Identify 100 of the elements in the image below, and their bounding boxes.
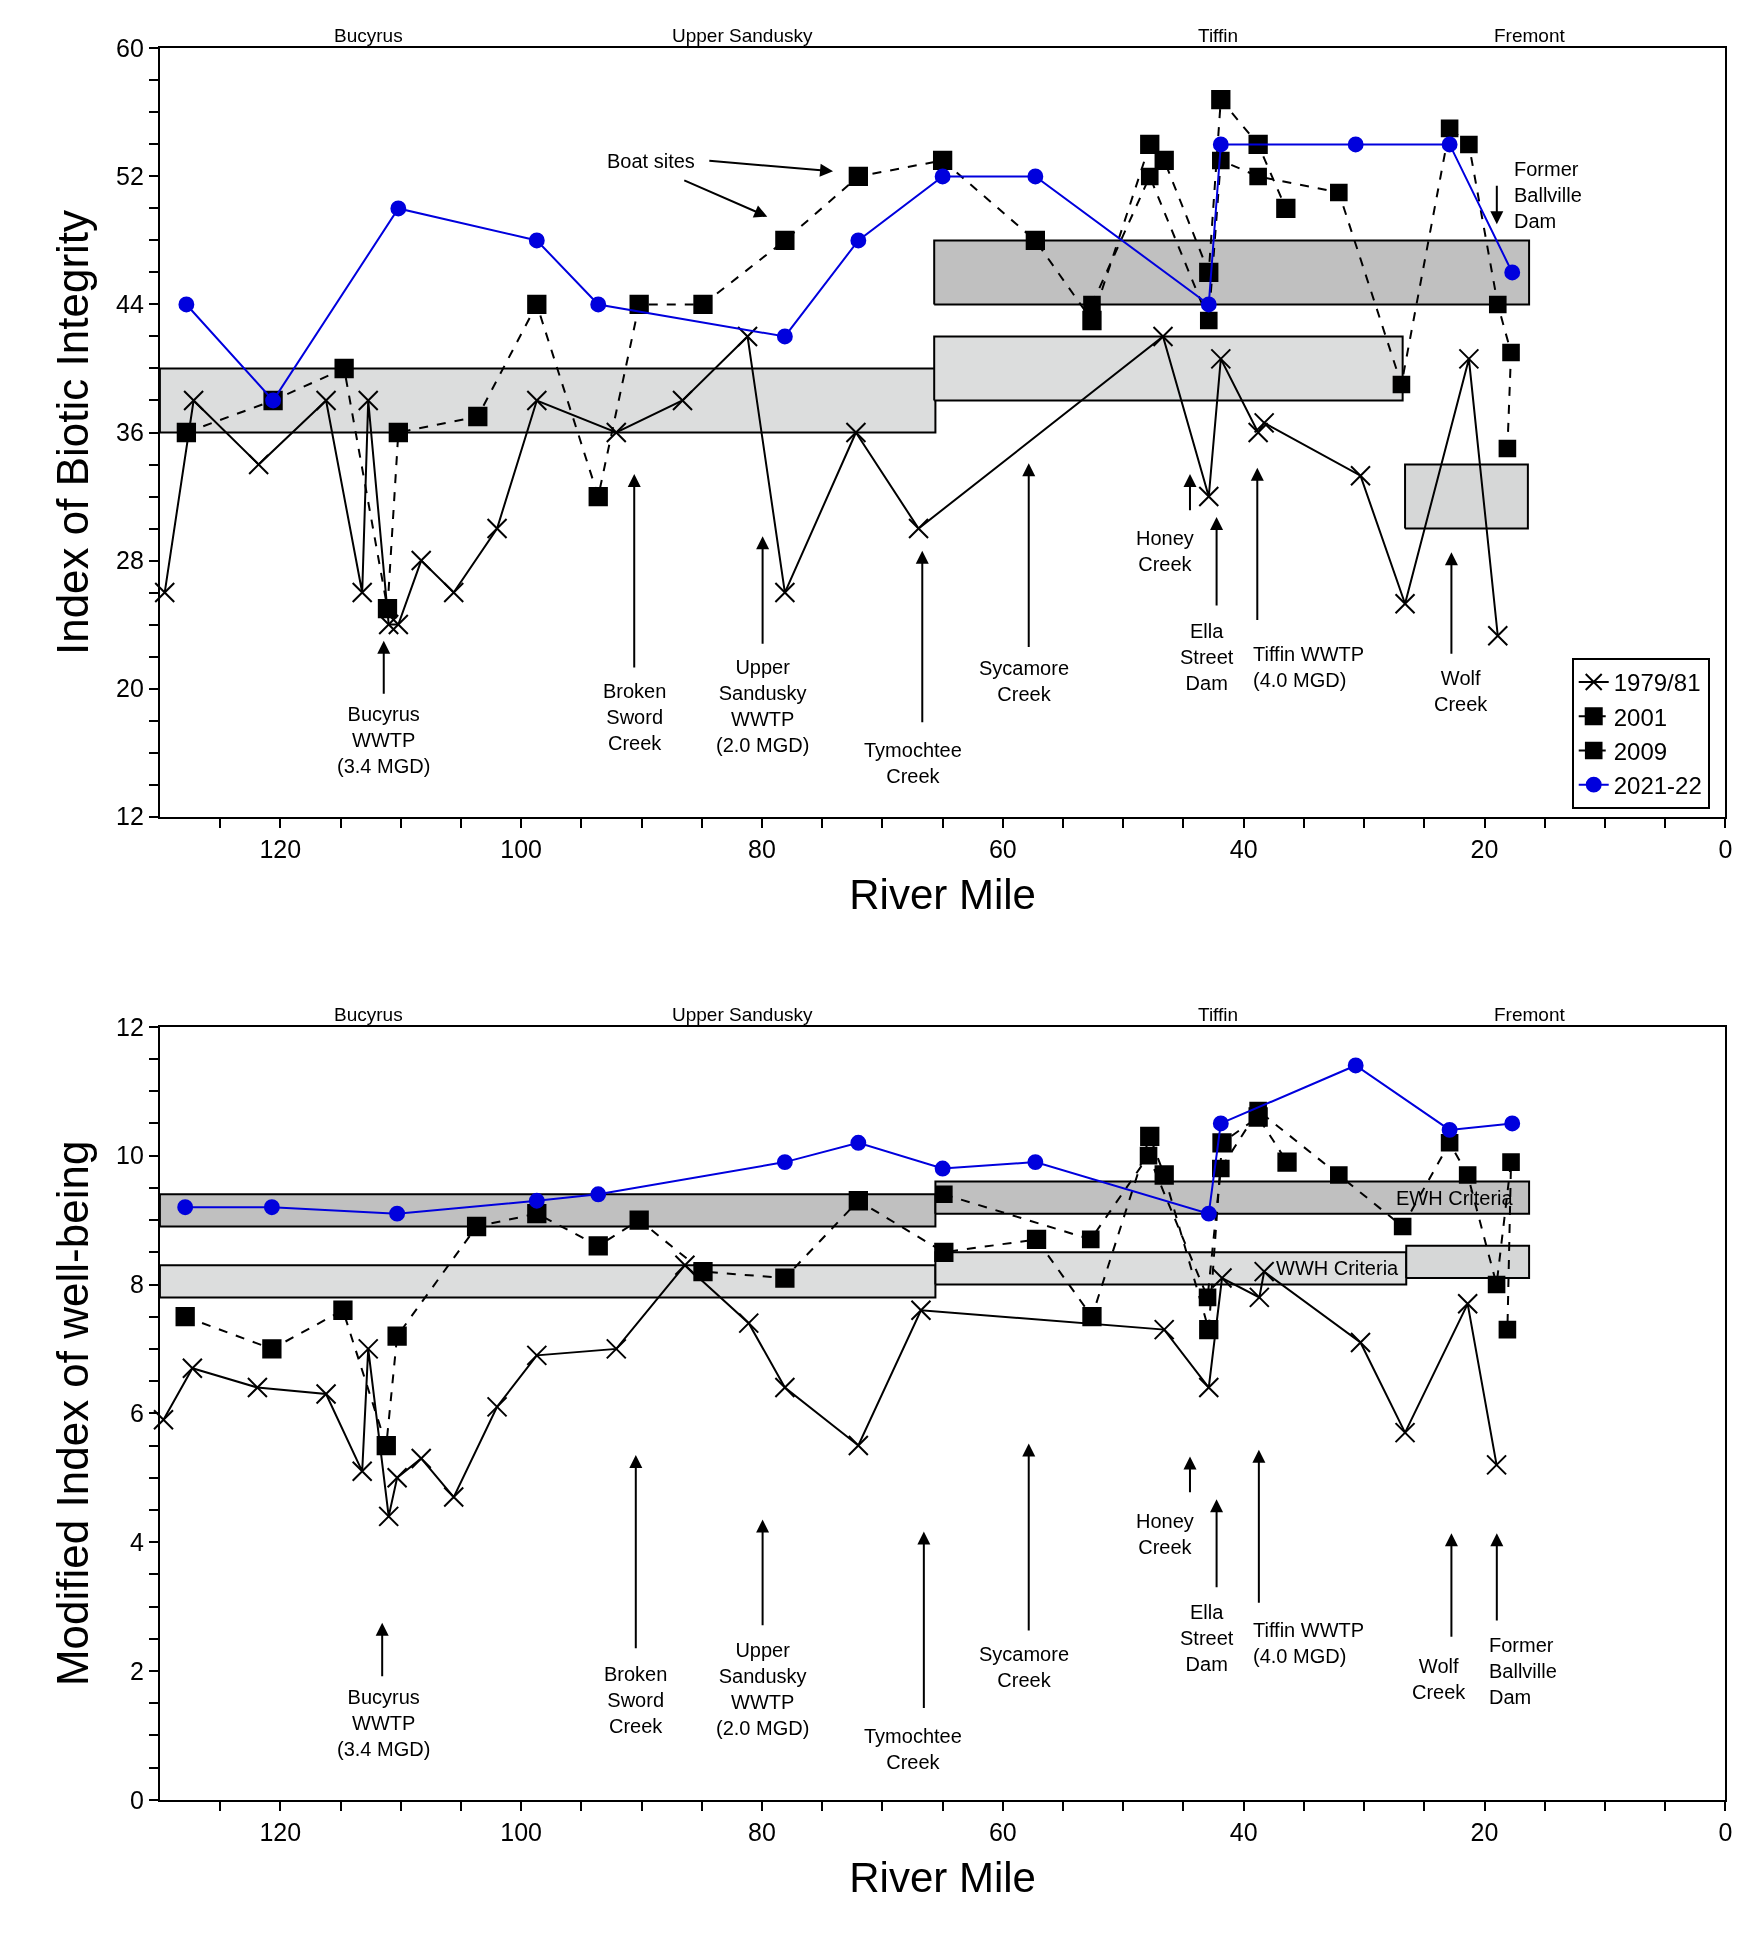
point [1253,412,1275,434]
y-tick-label: 6 [129,1399,144,1428]
point [847,1435,869,1457]
x-tick-label: 20 [1470,1817,1499,1846]
point [175,1307,195,1327]
point [935,1185,953,1204]
point [315,390,337,411]
y-tick-label: 44 [116,290,144,319]
point [1027,168,1044,185]
point [1347,1057,1364,1074]
y-tick-label: 60 [116,34,144,63]
point [848,1191,868,1211]
x-tick-label: 60 [988,1817,1017,1846]
point [738,1312,760,1334]
point [1140,134,1160,155]
point [486,518,508,540]
annotation: Ella Street Dam [1180,1601,1234,1675]
point [1152,325,1174,347]
point [387,614,409,636]
y-axis-title: Index of Biotic Integrity [47,209,97,656]
text: Upper Sandusky [672,25,813,46]
point [1199,1319,1219,1340]
point [1457,1293,1479,1315]
y-tick-label: 0 [129,1785,144,1814]
y-tick-label: 20 [116,674,144,703]
point [1154,1165,1174,1185]
point [1253,1261,1275,1283]
y-tick-label: 12 [116,1012,144,1041]
point [776,1154,793,1171]
point [1026,1229,1047,1250]
annotation: Sycamore Creek [979,1643,1070,1691]
point [1200,1205,1217,1222]
point [674,1254,696,1276]
point [774,1377,796,1399]
x-tick-label: 120 [259,834,302,863]
annotation: Boat sites [607,150,695,172]
text: Tiffin [1198,1004,1239,1025]
point [1154,150,1174,171]
annotation: Former Ballville Dam [1514,158,1582,232]
point [1249,167,1267,186]
point [468,406,488,427]
point [527,294,547,315]
point [1504,1115,1521,1132]
point [590,296,607,313]
point [1441,1121,1458,1138]
point [1393,1217,1412,1236]
point [590,1186,607,1203]
point [848,166,868,187]
x-tick-label: 100 [500,1817,543,1846]
point [389,1205,406,1222]
point [376,1435,396,1456]
y-tick-label: 10 [116,1141,144,1170]
point [1394,593,1416,615]
x-tick-label: 40 [1229,1817,1258,1846]
point [1350,465,1371,487]
point [1460,135,1478,154]
point [775,230,795,251]
point [386,1467,408,1489]
point [1211,1267,1233,1289]
annotation: Tiffin WWTP (4.0 MGD) [1253,643,1365,691]
point [588,486,608,507]
point [466,1216,487,1237]
point [774,582,796,604]
point [1440,119,1459,138]
legend-label: 1979/81 [1613,669,1701,697]
point [1153,1319,1175,1341]
point [1504,264,1521,281]
x-tick-label: 80 [748,1817,776,1846]
x-tick-label: 0 [1718,834,1733,863]
point [333,1300,353,1320]
y-tick-label: 8 [129,1270,144,1299]
point [672,390,694,411]
point [177,1199,194,1216]
point [776,328,793,345]
annotation: Tymochtee Creek [864,1725,962,1773]
legend-label: 2001 [1613,703,1668,731]
text: Bucyrus [334,25,403,46]
x-tick-label: 80 [748,834,776,863]
point [850,232,867,249]
point [1198,486,1220,508]
annotation: Sycamore Creek [979,657,1070,705]
point [908,518,930,540]
point [443,1486,465,1508]
y-tick-label: 36 [116,418,144,447]
point [1212,1115,1229,1132]
point [1025,230,1046,251]
point [932,150,953,171]
point [410,1447,432,1469]
point [1488,295,1507,314]
y-tick-label: 12 [116,802,144,831]
legend-label: 2009 [1613,737,1668,765]
text: Fremont [1494,1004,1566,1025]
point [248,454,270,476]
point [1211,89,1231,110]
point [775,1268,795,1288]
y-tick-label: 2 [129,1656,144,1685]
point [1441,136,1458,153]
x-tick-label: 60 [988,834,1017,863]
point [1081,1230,1100,1249]
annotation: Tymochtee Creek [864,739,962,787]
